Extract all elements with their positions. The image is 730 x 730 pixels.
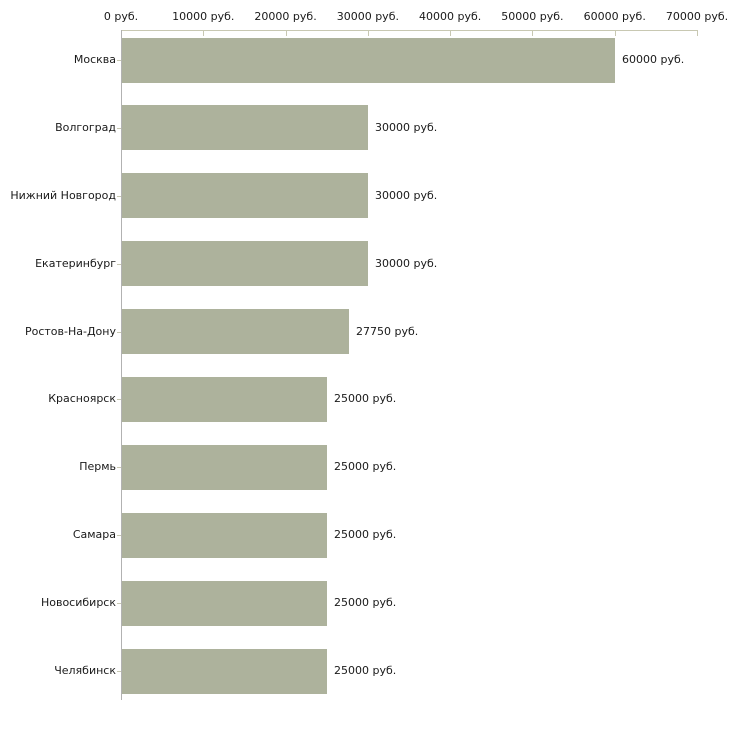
category-label: Самара (72, 528, 116, 542)
x-axis-tick-mark (532, 30, 534, 36)
value-label: 27750 руб. (356, 324, 419, 338)
value-label: 60000 руб. (622, 53, 685, 66)
category-label: Челябинск (54, 664, 116, 677)
category-label: Екатеринбург (35, 256, 116, 270)
bar (122, 581, 327, 626)
y-axis-tick-mark (117, 671, 121, 672)
y-axis-tick-mark (117, 332, 121, 333)
bar (122, 173, 368, 218)
category-label: Красноярск (48, 392, 116, 406)
y-axis-tick-mark (117, 60, 121, 61)
y-axis-tick-mark (117, 399, 121, 400)
x-axis-tick-label: 40000 руб. (419, 10, 482, 23)
x-axis-tick-mark (203, 30, 205, 36)
bar (122, 445, 327, 490)
category-label: Москва (73, 53, 116, 66)
category-label: Ростов-На-Дону (24, 324, 116, 338)
x-axis-tick-label: 60000 руб. (583, 10, 646, 23)
x-axis-tick-mark (285, 30, 287, 36)
bar (122, 309, 349, 354)
bar (122, 241, 368, 286)
bar (122, 105, 368, 150)
value-label: 30000 руб. (375, 256, 438, 270)
x-axis-tick-label: 30000 руб. (336, 10, 399, 23)
x-axis-tick-mark (450, 30, 452, 36)
x-axis-tick-label: 50000 руб. (501, 10, 564, 23)
value-label: 25000 руб. (334, 460, 397, 474)
value-label: 25000 руб. (334, 664, 397, 677)
y-axis-tick-mark (117, 128, 121, 129)
category-label: Пермь (79, 460, 116, 474)
bar (122, 377, 327, 422)
y-axis-tick-mark (117, 535, 121, 536)
bar (122, 513, 327, 558)
x-axis-tick-label: 20000 руб. (254, 10, 317, 23)
value-label: 30000 руб. (375, 120, 438, 134)
y-axis-line (121, 30, 122, 700)
x-axis-tick-label: 10000 руб. (172, 10, 235, 23)
value-label: 25000 руб. (334, 392, 397, 406)
y-axis-tick-mark (117, 264, 121, 265)
x-axis-line (121, 30, 698, 31)
value-label: 30000 руб. (375, 188, 438, 202)
category-label: Волгоград (55, 120, 116, 134)
value-label: 25000 руб. (334, 596, 397, 610)
x-axis-tick-mark (697, 30, 698, 36)
y-axis-tick-mark (117, 467, 121, 468)
x-axis-tick-mark (614, 30, 616, 36)
value-label: 25000 руб. (334, 528, 397, 542)
y-axis-tick-mark (117, 603, 121, 604)
y-axis-tick-mark (117, 196, 121, 197)
x-axis-tick-mark (367, 30, 369, 36)
bar (122, 649, 327, 694)
category-label: Новосибирск (40, 596, 116, 610)
bar (122, 38, 615, 83)
category-label: Нижний Новгород (10, 188, 116, 202)
x-axis-tick-label: 70000 руб. (665, 10, 729, 23)
x-axis-tick-label: 0 руб. (103, 10, 139, 23)
